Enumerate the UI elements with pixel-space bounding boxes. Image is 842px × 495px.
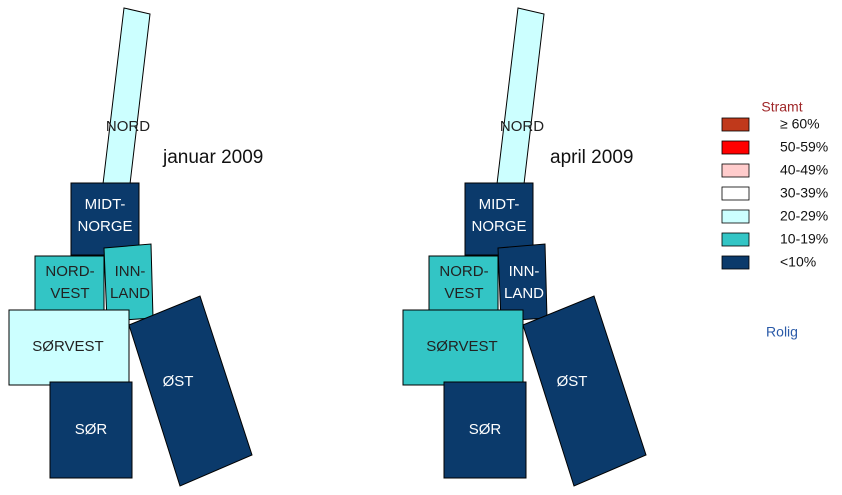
region-label: NORD bbox=[500, 118, 544, 135]
legend-label: <10% bbox=[780, 254, 816, 270]
region-label: SØR bbox=[75, 421, 108, 438]
region-label: NORGE bbox=[77, 218, 132, 235]
region-label: INN- bbox=[509, 263, 540, 280]
legend-label: 40-49% bbox=[780, 162, 828, 178]
region-label: MIDT- bbox=[85, 196, 126, 213]
region-label: NORD- bbox=[439, 263, 488, 280]
legend-footer: Rolig bbox=[766, 324, 798, 340]
legend-label: 50-59% bbox=[780, 139, 828, 155]
map-title: januar 2009 bbox=[162, 147, 263, 168]
legend-label: ≥ 60% bbox=[780, 116, 820, 132]
region-label: LAND bbox=[110, 285, 150, 302]
region-label: VEST bbox=[50, 285, 89, 302]
region-label: SØR bbox=[469, 421, 502, 438]
region bbox=[102, 7, 151, 185]
legend-swatch bbox=[721, 255, 750, 270]
region bbox=[49, 381, 133, 479]
region-label: SØRVEST bbox=[426, 338, 497, 355]
legend-swatch bbox=[721, 232, 750, 247]
region-label: ØST bbox=[163, 373, 194, 390]
region bbox=[103, 243, 154, 322]
region-label: NORGE bbox=[471, 218, 526, 235]
legend-swatch bbox=[721, 209, 750, 224]
region-label: VEST bbox=[444, 285, 483, 302]
region-label: ØST bbox=[557, 373, 588, 390]
legend-label: 10-19% bbox=[780, 231, 828, 247]
legend-swatch bbox=[721, 186, 750, 201]
legend-swatch bbox=[721, 163, 750, 178]
region bbox=[497, 243, 548, 322]
legend-title: Stramt bbox=[761, 99, 802, 115]
map-title: april 2009 bbox=[550, 147, 633, 168]
region bbox=[443, 381, 527, 479]
map: NORD MIDT- NORGE NORD- VEST INN- LAND SØRVEST ØS… bbox=[402, 7, 647, 487]
region-label: LAND bbox=[504, 285, 544, 302]
map: NORD MIDT- NORGE NORD- VEST INN- LAND SØRVEST ØS… bbox=[8, 7, 263, 487]
legend-swatch bbox=[721, 140, 750, 155]
region bbox=[496, 7, 545, 185]
region bbox=[522, 295, 647, 487]
region-label: MIDT- bbox=[479, 196, 520, 213]
legend-swatch bbox=[721, 117, 750, 132]
legend-label: 20-29% bbox=[780, 208, 828, 224]
region bbox=[128, 295, 253, 487]
region-label: INN- bbox=[115, 263, 146, 280]
region-label: SØRVEST bbox=[32, 338, 103, 355]
legend-label: 30-39% bbox=[780, 185, 828, 201]
region-label: NORD bbox=[106, 118, 150, 135]
region-label: NORD- bbox=[45, 263, 94, 280]
